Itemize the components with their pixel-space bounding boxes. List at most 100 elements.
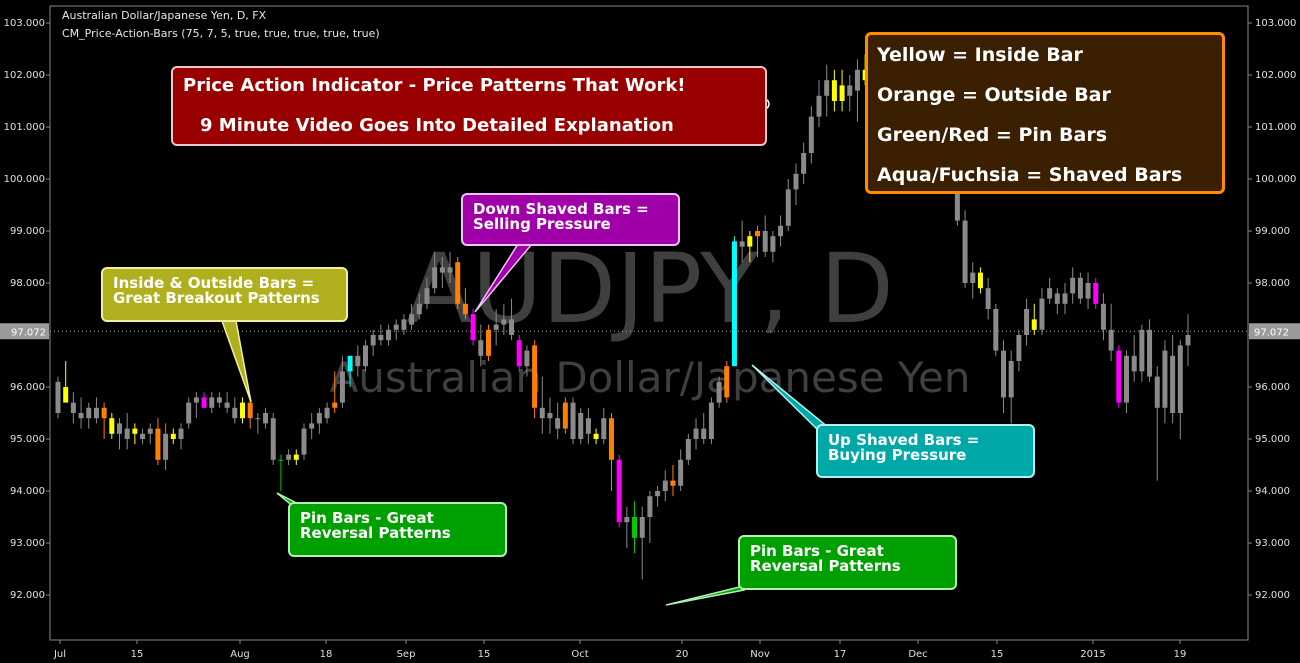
x-tick-label: 15 [478, 649, 491, 660]
down-shaved-callout: Down Shaved Bars = Selling Pressure [461, 193, 680, 246]
candle-body [132, 428, 138, 434]
candle-body [854, 69, 860, 91]
candle-body [386, 329, 392, 341]
y-tick-label-right: 102.000 [1255, 70, 1296, 81]
candle-body [78, 413, 84, 419]
candle-body [601, 418, 607, 439]
candle-body [1162, 350, 1168, 408]
candle-body [493, 324, 499, 330]
candle-body [962, 220, 968, 283]
x-tick-label: Nov [750, 649, 770, 660]
y-tick-label-right: 95.000 [1255, 434, 1290, 445]
y-tick-label-left: 94.000 [10, 486, 45, 497]
candle-body [1177, 345, 1183, 413]
promo-box[interactable]: Price Action Indicator - Price Patterns … [171, 66, 767, 146]
up-shaved-line-1: Up Shaved Bars = [828, 431, 980, 449]
candle-body [693, 428, 699, 439]
legend-inside-bar: Yellow = Inside Bar [877, 44, 1083, 66]
candle-body [309, 423, 315, 429]
candle-body [731, 241, 737, 367]
last-price-label-right: 97.072 [1254, 327, 1289, 338]
candle-body [301, 428, 307, 455]
candle-body [178, 428, 184, 439]
indicator-label: CM_Price-Action-Bars (75, 7, 5, true, tr… [62, 27, 380, 40]
candle-body [662, 480, 668, 491]
x-tick-label: 15 [131, 649, 144, 660]
candle-body [1001, 350, 1007, 398]
candle-body [109, 418, 115, 434]
y-tick-label-left: 99.000 [10, 226, 45, 237]
candle-body [432, 267, 438, 289]
candle-body [155, 428, 161, 460]
candle-body [808, 116, 814, 153]
candle-body [670, 480, 676, 486]
candle-body [1054, 293, 1060, 304]
candle-body [678, 459, 684, 486]
y-tick-label-right: 100.000 [1255, 174, 1296, 185]
candle-body [324, 407, 330, 419]
x-tick-label: Jul [53, 649, 66, 660]
pin-bars-2-line-1: Pin Bars - Great [750, 542, 884, 560]
candle-body [847, 85, 853, 96]
candle-body [1100, 303, 1106, 330]
candle-body [570, 402, 576, 439]
candle-body [547, 413, 553, 419]
candle-body [1008, 361, 1014, 398]
candle-body [409, 314, 415, 325]
candle-body [1031, 319, 1037, 330]
candle-body [1047, 288, 1053, 299]
candle-body [647, 496, 653, 517]
candle-body [116, 423, 122, 434]
candle-body [1039, 298, 1045, 330]
candle-body [793, 173, 799, 190]
candle-body [401, 319, 407, 330]
candle-body [555, 418, 561, 429]
down-shaved-line-1: Down Shaved Bars = [473, 200, 649, 218]
candle-body [970, 272, 976, 283]
legend-shaved-bars: Aqua/Fuchsia = Shaved Bars [877, 164, 1183, 186]
candle-body [470, 314, 476, 341]
candle-body [216, 397, 222, 403]
candle-body [1016, 335, 1022, 361]
candle-body [632, 517, 638, 538]
watermark-name: Australian Dollar/Japanese Yen [330, 353, 971, 402]
candle-body [747, 236, 753, 247]
candle-body [616, 459, 622, 523]
x-tick-label: Aug [230, 649, 250, 660]
candlestick-series [55, 54, 1191, 580]
y-tick-label-left: 100.000 [4, 174, 45, 185]
watermark-symbol: AUDJPY, D [406, 233, 894, 345]
candle-body [1093, 283, 1099, 304]
candle-body [701, 428, 707, 439]
pin-bars-2-line-2: Reversal Patterns [750, 557, 901, 575]
candle-body [485, 329, 491, 356]
x-tick-label: 15 [991, 649, 1004, 660]
candle-body [286, 454, 292, 460]
candle-body [140, 433, 146, 439]
candle-body [509, 319, 515, 335]
candle-body [578, 413, 584, 439]
inside-outside-line-1: Inside & Outside Bars = [113, 274, 315, 292]
legend-box: Yellow = Inside Bar Orange = Outside Bar… [865, 32, 1225, 194]
candle-body [1170, 355, 1176, 413]
candle-body [770, 236, 776, 252]
candle-body [624, 517, 630, 523]
y-tick-label-right: 92.000 [1255, 590, 1290, 601]
candle-body [1139, 329, 1145, 372]
last-price-badge-right [1249, 323, 1300, 340]
y-tick-label-left: 98.000 [10, 278, 45, 289]
last-price-label-left: 97.072 [11, 327, 46, 338]
candle-body [516, 340, 522, 367]
candle-body [201, 397, 207, 408]
pin-bars-1-line-1: Pin Bars - Great [300, 509, 434, 527]
candle-body [63, 387, 69, 403]
candle-body [585, 418, 591, 434]
candle-body [1154, 376, 1160, 408]
up-shaved-callout: Up Shaved Bars = Buying Pressure [816, 424, 1035, 478]
candle-body [824, 80, 830, 96]
candle-body [539, 407, 545, 419]
candle-body [655, 491, 661, 497]
candle-body [355, 355, 361, 367]
candle-body [639, 517, 645, 538]
